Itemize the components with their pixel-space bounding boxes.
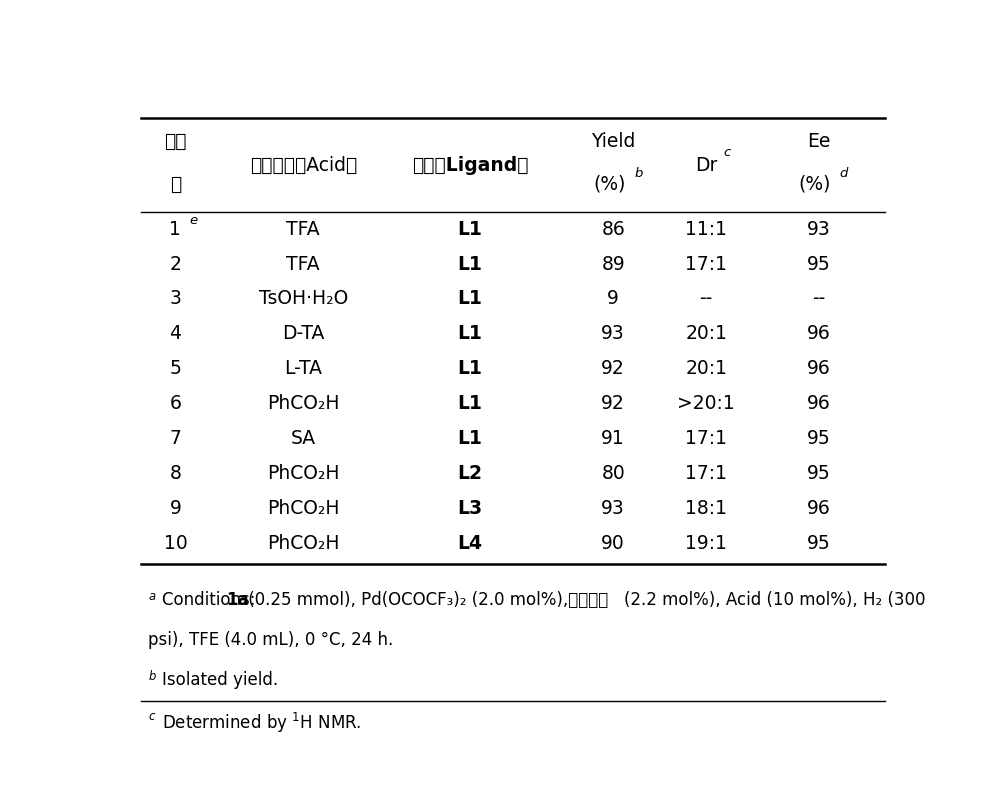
Text: 配体（Ligand）: 配体（Ligand）: [412, 157, 528, 175]
Text: 8: 8: [169, 464, 181, 483]
Text: c: c: [723, 145, 731, 159]
Text: (%): (%): [799, 175, 831, 194]
Text: L4: L4: [457, 533, 482, 553]
Text: 7: 7: [169, 429, 181, 448]
Text: --: --: [812, 289, 825, 308]
Text: TFA: TFA: [286, 219, 320, 238]
Text: 90: 90: [601, 533, 625, 553]
Text: $^{b}$: $^{b}$: [148, 671, 157, 688]
Text: TsOH·H₂O: TsOH·H₂O: [259, 289, 348, 308]
Text: b: b: [634, 167, 643, 180]
Text: 20:1: 20:1: [685, 324, 727, 343]
Text: 91: 91: [601, 429, 625, 448]
Text: L1: L1: [457, 254, 482, 273]
Text: 89: 89: [601, 254, 625, 273]
Text: 10: 10: [164, 533, 187, 553]
Text: 11:1: 11:1: [685, 219, 727, 238]
Text: >20:1: >20:1: [677, 394, 735, 413]
Text: L1: L1: [457, 324, 482, 343]
Text: Yield: Yield: [591, 132, 635, 151]
Text: --: --: [700, 289, 713, 308]
Text: PhCO₂H: PhCO₂H: [267, 394, 340, 413]
Text: 92: 92: [601, 394, 625, 413]
Text: 93: 93: [807, 219, 830, 238]
Text: Determined by $^{1}$H NMR.: Determined by $^{1}$H NMR.: [162, 711, 362, 735]
Text: 3: 3: [169, 289, 181, 308]
Text: L-TA: L-TA: [284, 359, 322, 378]
Text: L2: L2: [457, 464, 482, 483]
Text: $^{c}$: $^{c}$: [148, 711, 157, 728]
Text: L1: L1: [457, 219, 482, 238]
Text: Isolated yield.: Isolated yield.: [162, 671, 278, 688]
Text: 实施: 实施: [164, 132, 187, 151]
Text: 4: 4: [169, 324, 181, 343]
Text: 20:1: 20:1: [685, 359, 727, 378]
Text: 17:1: 17:1: [685, 464, 727, 483]
Text: L1: L1: [457, 359, 482, 378]
Text: $^{a}$: $^{a}$: [148, 591, 157, 609]
Text: PhCO₂H: PhCO₂H: [267, 533, 340, 553]
Text: 80: 80: [601, 464, 625, 483]
Text: 95: 95: [807, 533, 830, 553]
Text: 19:1: 19:1: [685, 533, 727, 553]
Text: 18:1: 18:1: [685, 498, 727, 518]
Text: 1: 1: [169, 219, 181, 238]
Text: 96: 96: [807, 324, 830, 343]
Text: d: d: [840, 167, 848, 180]
Text: 86: 86: [601, 219, 625, 238]
Text: 93: 93: [601, 324, 625, 343]
Text: SA: SA: [291, 429, 316, 448]
Text: L1: L1: [457, 394, 482, 413]
Text: L1: L1: [457, 429, 482, 448]
Text: 9: 9: [607, 289, 619, 308]
Text: (0.25 mmol), Pd(OCOCF₃)₂ (2.0 mol%),（配体）   (2.2 mol%), Acid (10 mol%), H₂ (300: (0.25 mmol), Pd(OCOCF₃)₂ (2.0 mol%),（配体）…: [243, 591, 925, 609]
Text: Conditions:: Conditions:: [162, 591, 261, 609]
Text: TFA: TFA: [286, 254, 320, 273]
Text: 5: 5: [169, 359, 181, 378]
Text: PhCO₂H: PhCO₂H: [267, 464, 340, 483]
Text: 1a: 1a: [226, 591, 248, 609]
Text: 2: 2: [169, 254, 181, 273]
Text: L3: L3: [457, 498, 482, 518]
Text: Dr: Dr: [695, 157, 717, 175]
Text: 95: 95: [807, 429, 830, 448]
Text: (%): (%): [593, 175, 626, 194]
Text: 95: 95: [807, 254, 830, 273]
Text: 6: 6: [169, 394, 181, 413]
Text: e: e: [189, 214, 197, 227]
Text: 95: 95: [807, 464, 830, 483]
Text: L1: L1: [457, 289, 482, 308]
Text: 17:1: 17:1: [685, 429, 727, 448]
Text: psi), TFE (4.0 mL), 0 °C, 24 h.: psi), TFE (4.0 mL), 0 °C, 24 h.: [148, 631, 394, 649]
Text: 92: 92: [601, 359, 625, 378]
Text: PhCO₂H: PhCO₂H: [267, 498, 340, 518]
Text: 例: 例: [170, 175, 181, 194]
Text: 9: 9: [169, 498, 181, 518]
Text: 酸添加剂（Acid）: 酸添加剂（Acid）: [250, 157, 357, 175]
Text: 96: 96: [807, 394, 830, 413]
Text: D-TA: D-TA: [282, 324, 324, 343]
Text: 93: 93: [601, 498, 625, 518]
Text: 96: 96: [807, 359, 830, 378]
Text: Ee: Ee: [807, 132, 830, 151]
Text: 17:1: 17:1: [685, 254, 727, 273]
Text: 96: 96: [807, 498, 830, 518]
